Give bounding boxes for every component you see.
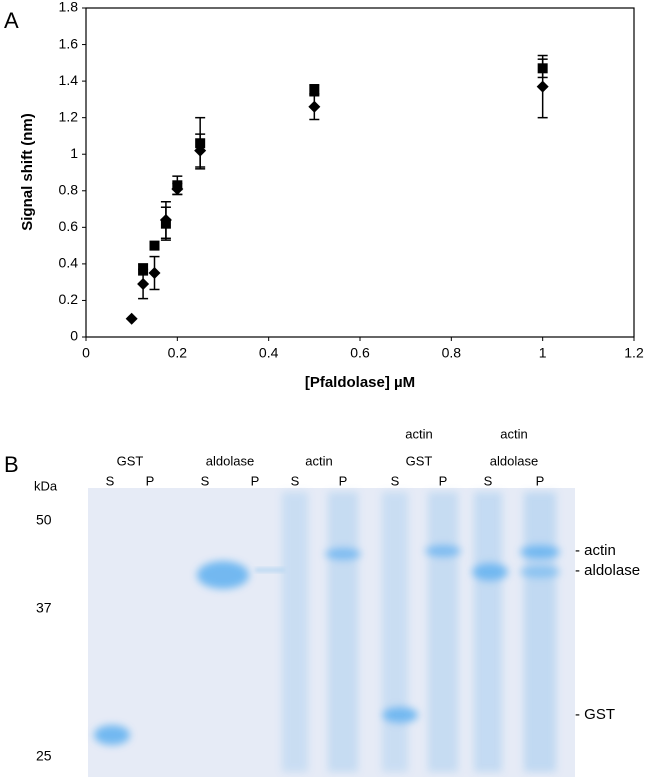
lane-label: P [439, 473, 448, 488]
point [125, 312, 138, 325]
lane-label: P [146, 473, 155, 488]
point [309, 85, 320, 96]
lane-group-label: aldolase [206, 453, 254, 468]
panel-label: A [4, 8, 19, 33]
x-axis-label: [Pfaldolase] µM [305, 374, 415, 391]
point [149, 240, 160, 251]
point [308, 100, 321, 113]
band-label: - aldolase [575, 562, 640, 579]
lane-group-label: GST [406, 453, 433, 468]
point [171, 182, 184, 195]
lane-group-label: actin [405, 426, 432, 441]
point [159, 214, 172, 227]
kda-label: kDa [34, 478, 58, 493]
marker-label: 37 [36, 600, 52, 616]
lane-label: S [484, 473, 493, 488]
lane-group-label: actin [500, 426, 527, 441]
lane-group-label: GST [117, 453, 144, 468]
y-tick-label: 0.8 [59, 181, 79, 197]
y-tick-label: 1.2 [59, 108, 79, 124]
point [536, 80, 549, 93]
lane-group-label: actin [305, 453, 332, 468]
gel [88, 488, 575, 777]
band-label: - actin [575, 542, 616, 559]
y-tick-label: 0.4 [59, 255, 79, 271]
y-tick-label: 1.8 [59, 0, 79, 15]
x-tick-label: 0.6 [350, 345, 370, 361]
lane-label: S [291, 473, 300, 488]
y-tick-label: 0.2 [59, 291, 79, 307]
x-tick-label: 0.2 [168, 345, 188, 361]
marker-label: 25 [36, 748, 52, 764]
lane-label: S [106, 473, 115, 488]
lane-label: P [339, 473, 348, 488]
y-tick-label: 0.6 [59, 218, 79, 234]
y-tick-label: 1.6 [59, 35, 79, 51]
point [137, 277, 150, 290]
x-tick-label: 0.8 [442, 345, 462, 361]
band-label: - GST [575, 706, 615, 723]
lane-group-label: aldolase [490, 453, 538, 468]
lane-label: S [391, 473, 400, 488]
x-tick-label: 1 [539, 345, 547, 361]
y-tick-label: 0 [70, 328, 78, 344]
panel-label: B [4, 452, 19, 477]
x-tick-label: 1.2 [624, 345, 644, 361]
lane-label: P [251, 473, 260, 488]
point [148, 267, 161, 280]
y-axis-label: Signal shift (nm) [19, 113, 36, 231]
point [194, 144, 207, 157]
plot-frame [85, 7, 635, 338]
x-tick-label: 0.4 [259, 345, 279, 361]
y-tick-label: 1 [70, 145, 78, 161]
y-tick-label: 1.4 [59, 72, 79, 88]
lane-label: S [201, 473, 210, 488]
x-tick-label: 0 [82, 345, 90, 361]
lane-label: P [536, 473, 545, 488]
marker-label: 50 [36, 512, 52, 528]
